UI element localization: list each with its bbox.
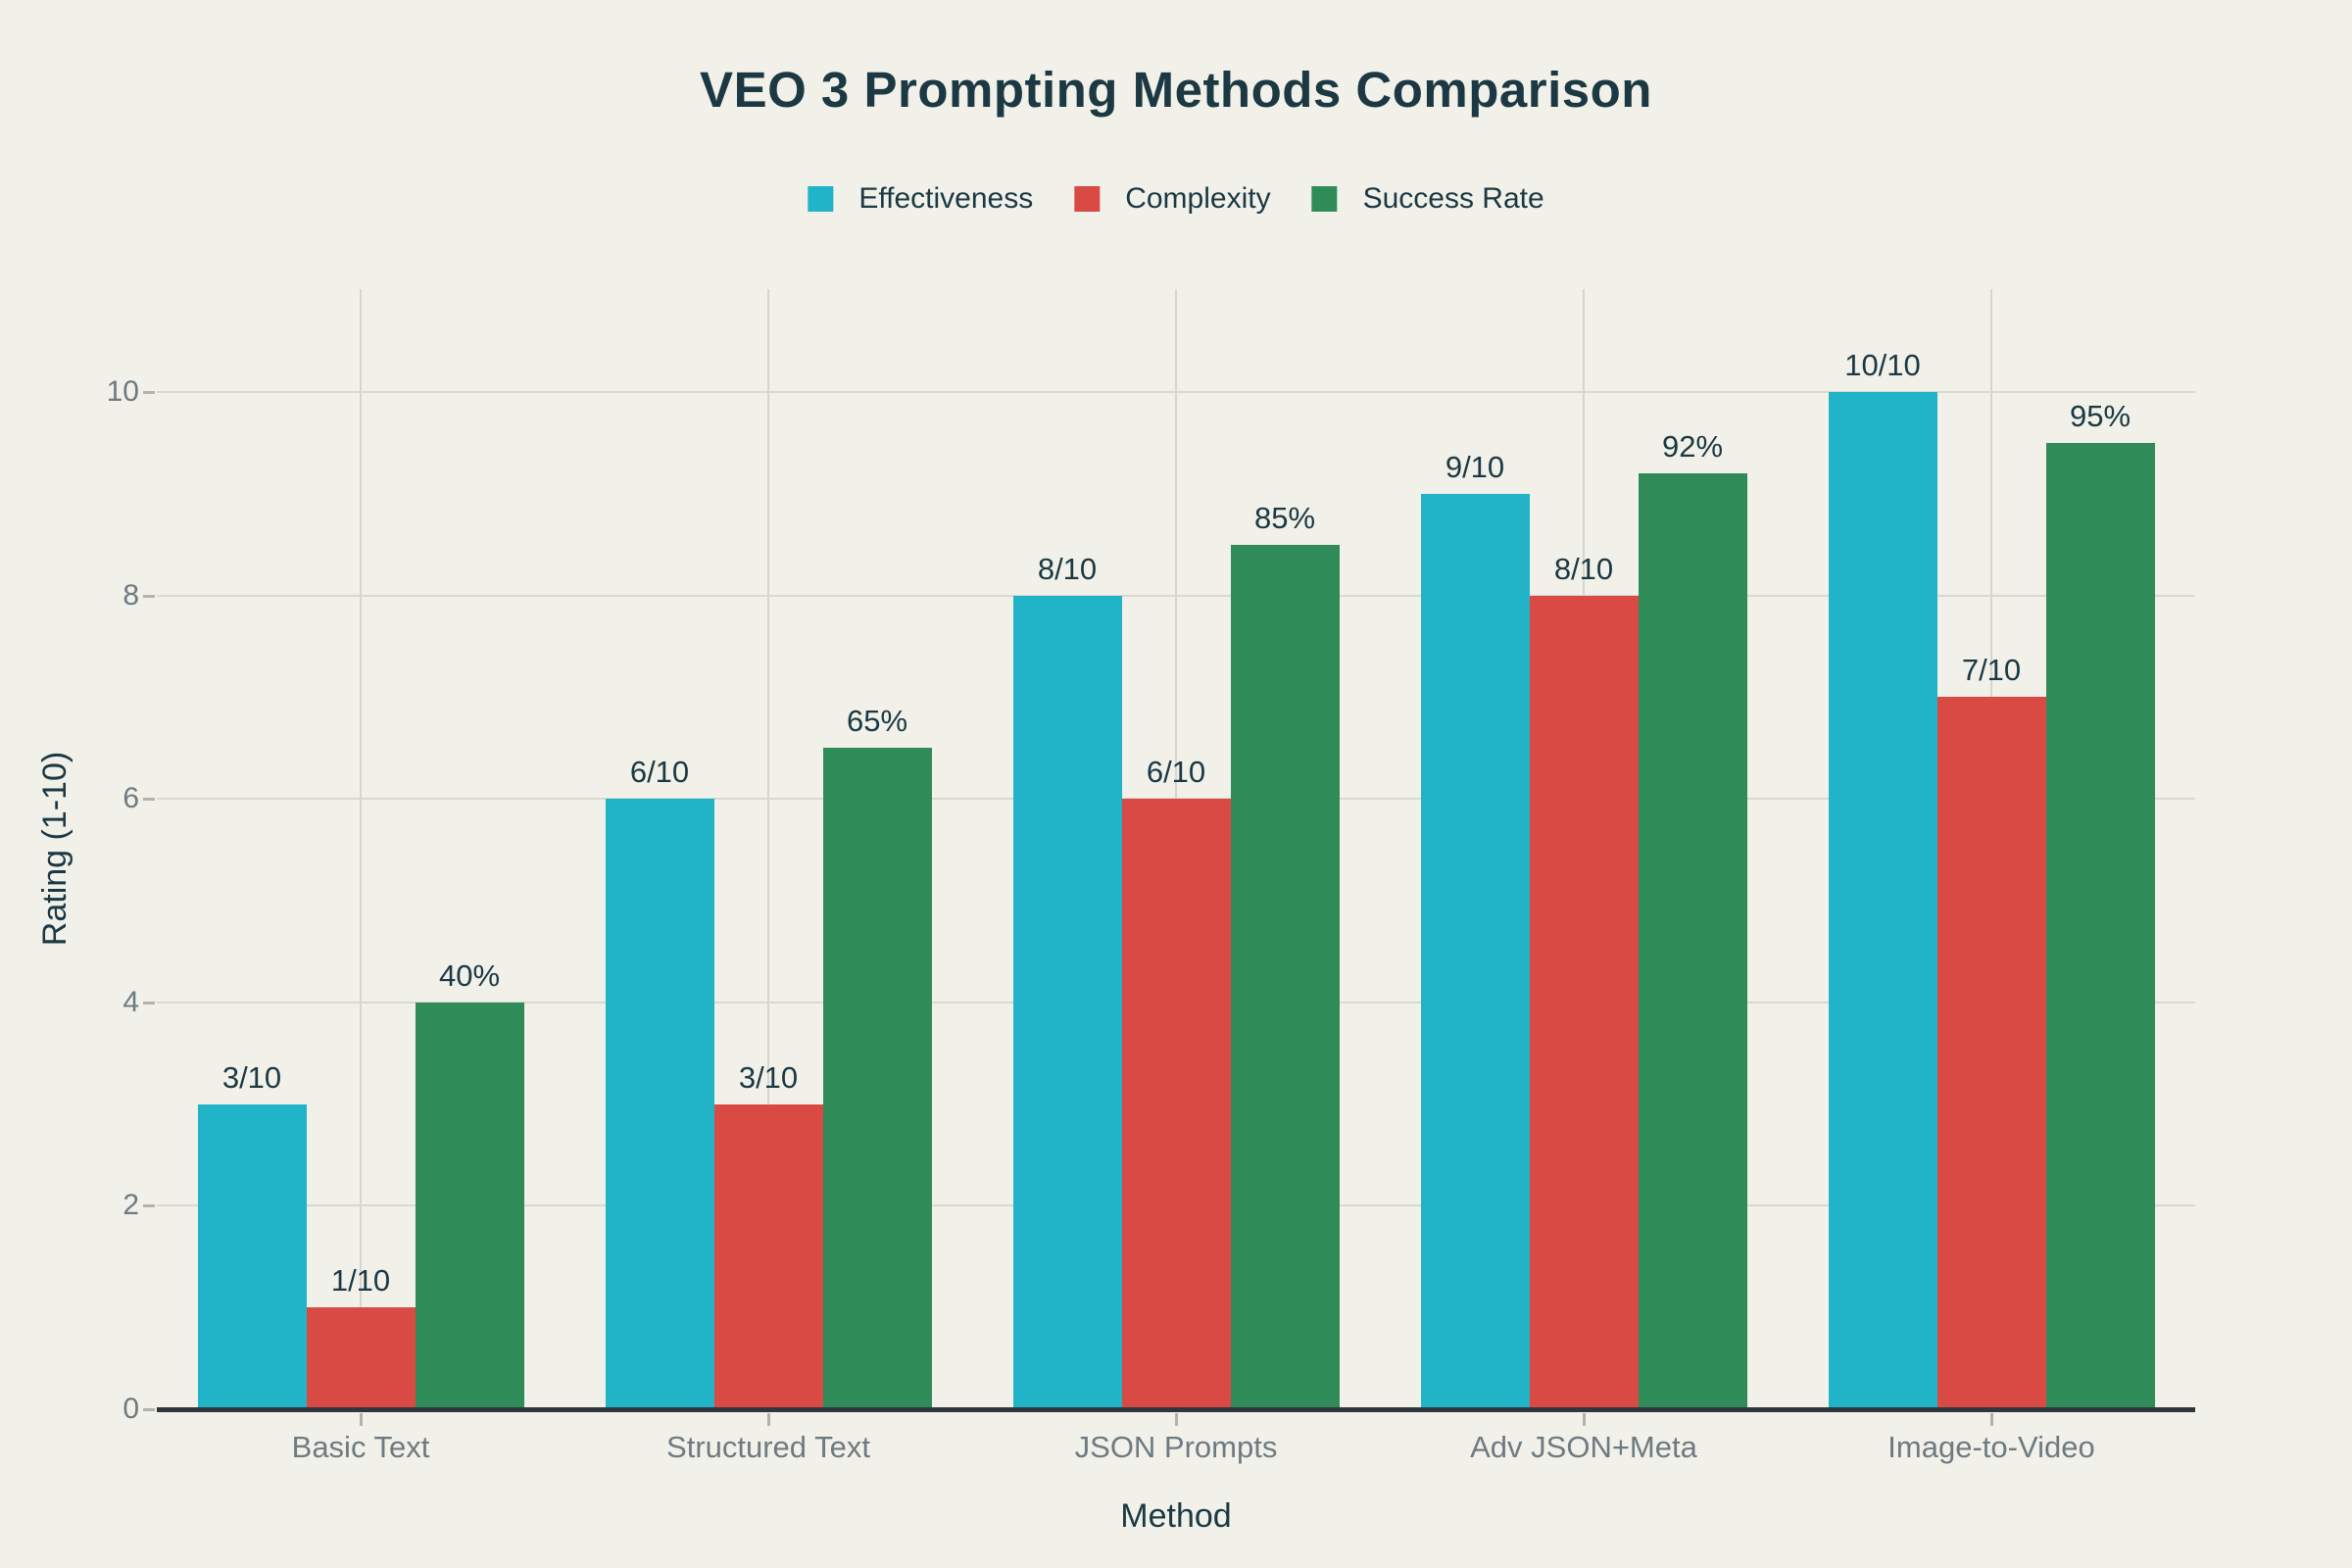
x-label-structured-text: Structured Text — [666, 1430, 870, 1464]
y-tick-mark-4 — [143, 1001, 155, 1004]
y-axis-title: Rating (1-10) — [36, 751, 74, 947]
bar-value-label-success-rate-structured-text: 65% — [846, 704, 908, 739]
bar-value-label-effectiveness-structured-text: 6/10 — [629, 755, 690, 790]
bar-complexity-basic-text — [306, 1307, 416, 1409]
bar-complexity-structured-text — [713, 1103, 823, 1409]
legend: Effectiveness Complexity Success Rate — [808, 182, 1544, 215]
y-tick-label-8: 8 — [122, 578, 139, 612]
x-tick-mark-json-prompts — [1175, 1413, 1178, 1426]
bar-complexity-image-to-video — [1936, 697, 2046, 1409]
legend-label-complexity: Complexity — [1125, 182, 1271, 215]
x-label-json-prompts: JSON Prompts — [1074, 1430, 1278, 1464]
x-label-basic-text: Basic Text — [291, 1430, 430, 1464]
bar-value-label-complexity-adv-json-meta: 8/10 — [1553, 551, 1614, 586]
x-label-adv-json-meta: Adv JSON+Meta — [1470, 1430, 1697, 1464]
bar-value-label-complexity-image-to-video: 7/10 — [1961, 653, 2022, 688]
bar-effectiveness-json-prompts — [1012, 595, 1122, 1409]
bar-complexity-adv-json-meta — [1529, 595, 1639, 1409]
bar-success-rate-adv-json-meta — [1638, 473, 1747, 1409]
bar-value-label-success-rate-image-to-video: 95% — [2069, 398, 2132, 433]
gridline-v-basic-text — [360, 289, 362, 1409]
y-tick-label-4: 4 — [122, 985, 139, 1018]
x-axis-title: Method — [1120, 1497, 1232, 1535]
legend-item-success-rate[interactable]: Success Rate — [1311, 182, 1544, 215]
y-tick-label-6: 6 — [122, 782, 139, 815]
x-tick-mark-image-to-video — [1990, 1413, 1993, 1426]
bar-effectiveness-structured-text — [605, 799, 714, 1409]
bar-value-label-success-rate-json-prompts: 85% — [1253, 500, 1316, 535]
y-tick-mark-10 — [143, 391, 155, 394]
x-tick-mark-basic-text — [360, 1413, 363, 1426]
legend-item-effectiveness[interactable]: Effectiveness — [808, 182, 1034, 215]
bar-effectiveness-basic-text — [197, 1103, 307, 1409]
bar-complexity-json-prompts — [1121, 799, 1231, 1409]
bar-effectiveness-adv-json-meta — [1420, 493, 1530, 1409]
legend-label-effectiveness: Effectiveness — [858, 182, 1034, 215]
x-axis-line — [157, 1407, 2195, 1412]
bar-success-rate-structured-text — [822, 748, 932, 1409]
y-tick-mark-8 — [143, 594, 155, 598]
y-tick-label-2: 2 — [122, 1189, 139, 1222]
legend-swatch-success-rate-icon — [1311, 186, 1338, 212]
legend-swatch-complexity-icon — [1074, 186, 1101, 212]
bar-value-label-effectiveness-image-to-video: 10/10 — [1844, 348, 1921, 382]
bar-value-label-effectiveness-basic-text: 3/10 — [221, 1059, 282, 1095]
bar-success-rate-image-to-video — [2045, 442, 2155, 1409]
x-tick-mark-adv-json-meta — [1583, 1413, 1586, 1426]
x-tick-mark-structured-text — [767, 1413, 770, 1426]
y-tick-label-0: 0 — [122, 1393, 139, 1425]
bar-success-rate-json-prompts — [1230, 544, 1340, 1409]
chart-title: VEO 3 Prompting Methods Comparison — [700, 62, 1652, 118]
gridline-v-structured-text — [767, 289, 769, 1409]
bar-value-label-effectiveness-adv-json-meta: 9/10 — [1445, 449, 1505, 484]
bar-success-rate-basic-text — [415, 1002, 524, 1409]
bar-value-label-complexity-json-prompts: 6/10 — [1146, 755, 1206, 790]
legend-item-complexity[interactable]: Complexity — [1074, 182, 1271, 215]
y-tick-mark-6 — [143, 798, 155, 802]
bar-value-label-success-rate-adv-json-meta: 92% — [1661, 429, 1724, 465]
y-tick-label-10: 10 — [106, 375, 139, 408]
bar-value-label-complexity-basic-text: 1/10 — [330, 1263, 391, 1298]
legend-swatch-effectiveness-icon — [808, 186, 834, 212]
bar-effectiveness-image-to-video — [1828, 392, 1937, 1409]
x-label-image-to-video: Image-to-Video — [1887, 1430, 2095, 1464]
y-tick-mark-0 — [143, 1408, 155, 1411]
y-tick-mark-2 — [143, 1204, 155, 1208]
bar-value-label-effectiveness-json-prompts: 8/10 — [1037, 551, 1098, 586]
bar-value-label-success-rate-basic-text: 40% — [438, 957, 501, 993]
legend-label-success-rate: Success Rate — [1362, 182, 1544, 215]
bar-value-label-complexity-structured-text: 3/10 — [738, 1059, 799, 1095]
